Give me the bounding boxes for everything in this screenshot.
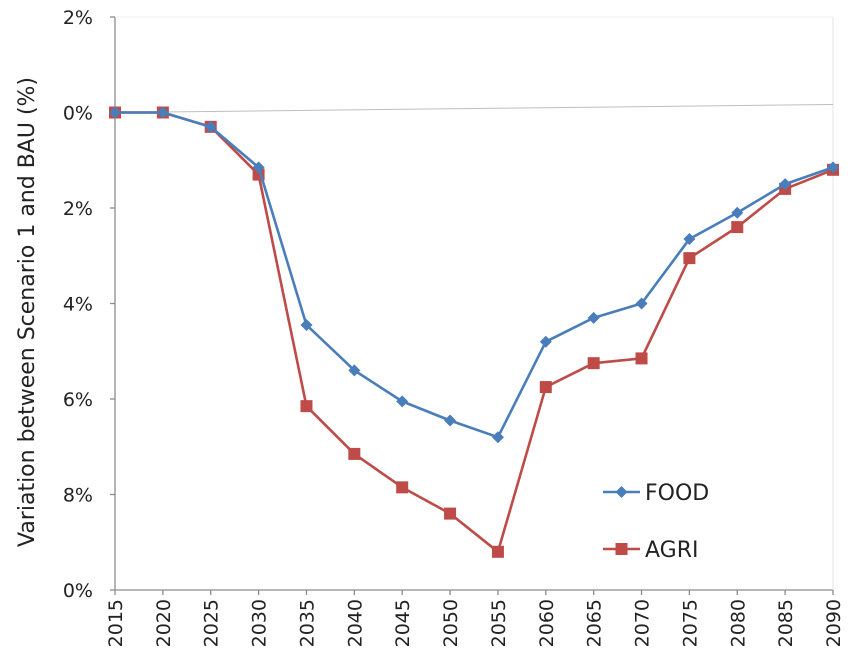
data-point-agri <box>396 481 409 494</box>
data-point-food <box>109 106 121 119</box>
legend-label-food: FOOD <box>645 481 709 506</box>
data-point-food <box>396 395 409 408</box>
series-food <box>109 106 839 444</box>
data-point-agri <box>444 507 457 520</box>
x-axis-ticks: 2015 2020 2025 2030 2035 2040 2045 2050 2055 2060… <box>105 590 845 647</box>
data-point-agri <box>348 447 361 460</box>
x-tick-label: 2055 <box>488 599 510 647</box>
series-line-food <box>115 111 834 439</box>
x-tick-label: 2040 <box>344 599 366 647</box>
x-tick-label: 2045 <box>392 599 414 647</box>
series-agri <box>109 106 839 558</box>
data-point-agri <box>300 400 313 413</box>
data-point-food <box>348 364 361 377</box>
x-tick-label: 2080 <box>727 599 749 647</box>
zero-line-group <box>114 104 834 113</box>
legend-item-food: FOOD <box>603 481 709 506</box>
y-tick-label: 6% <box>63 389 93 411</box>
x-tick-label: 2065 <box>584 599 606 647</box>
y-tick-label: 0% <box>63 580 93 602</box>
data-point-food <box>491 431 504 444</box>
data-point-food <box>300 318 313 331</box>
legend: FOOD AGRI <box>603 481 709 563</box>
data-point-food <box>587 311 600 324</box>
legend-item-agri: AGRI <box>603 538 699 563</box>
data-point-food <box>635 297 648 310</box>
x-tick-label: 2075 <box>679 599 701 647</box>
data-point-food <box>539 335 552 348</box>
data-point-agri <box>635 352 648 365</box>
data-point-food <box>827 161 839 174</box>
data-point-food <box>156 106 169 119</box>
data-point-food <box>204 120 217 133</box>
data-point-agri <box>587 357 600 370</box>
x-tick-label: 2090 <box>823 599 845 647</box>
zero-line <box>114 104 834 113</box>
y-axis-ticks: 2% 0% 2% 4% 6% 8% 0% <box>63 7 115 602</box>
x-tick-label: 2025 <box>201 599 223 647</box>
data-point-agri <box>539 381 552 394</box>
y-tick-label: 2% <box>63 198 93 220</box>
data-point-food <box>731 206 744 219</box>
y-tick-label: 2% <box>63 7 93 29</box>
y-tick-label: 4% <box>63 294 93 316</box>
data-point-food <box>779 178 792 191</box>
series-line-agri <box>115 111 834 554</box>
data-point-agri <box>683 252 696 265</box>
data-point-food <box>252 161 265 174</box>
legend-label-agri: AGRI <box>645 538 699 563</box>
y-tick-label: 8% <box>63 485 93 507</box>
data-point-agri <box>731 221 744 234</box>
data-point-food <box>683 233 696 246</box>
legend-marker-food <box>615 486 628 498</box>
x-tick-label: 2060 <box>536 599 558 647</box>
x-tick-label: 2020 <box>153 599 175 647</box>
x-tick-label: 2030 <box>249 599 271 647</box>
data-point-agri <box>491 545 504 558</box>
x-tick-label: 2070 <box>632 599 654 647</box>
x-tick-label: 2015 <box>105 599 127 647</box>
plot-frame <box>114 16 834 591</box>
x-tick-label: 2035 <box>296 599 318 647</box>
x-tick-label: 2085 <box>775 599 797 647</box>
legend-marker-agri <box>615 543 628 555</box>
series-group <box>109 106 839 558</box>
y-axis-label: Variation between Scenario 1 and BAU (%) <box>15 77 40 547</box>
x-tick-label: 2050 <box>440 599 462 647</box>
data-point-food <box>444 414 457 427</box>
y-tick-label: 0% <box>63 103 93 125</box>
